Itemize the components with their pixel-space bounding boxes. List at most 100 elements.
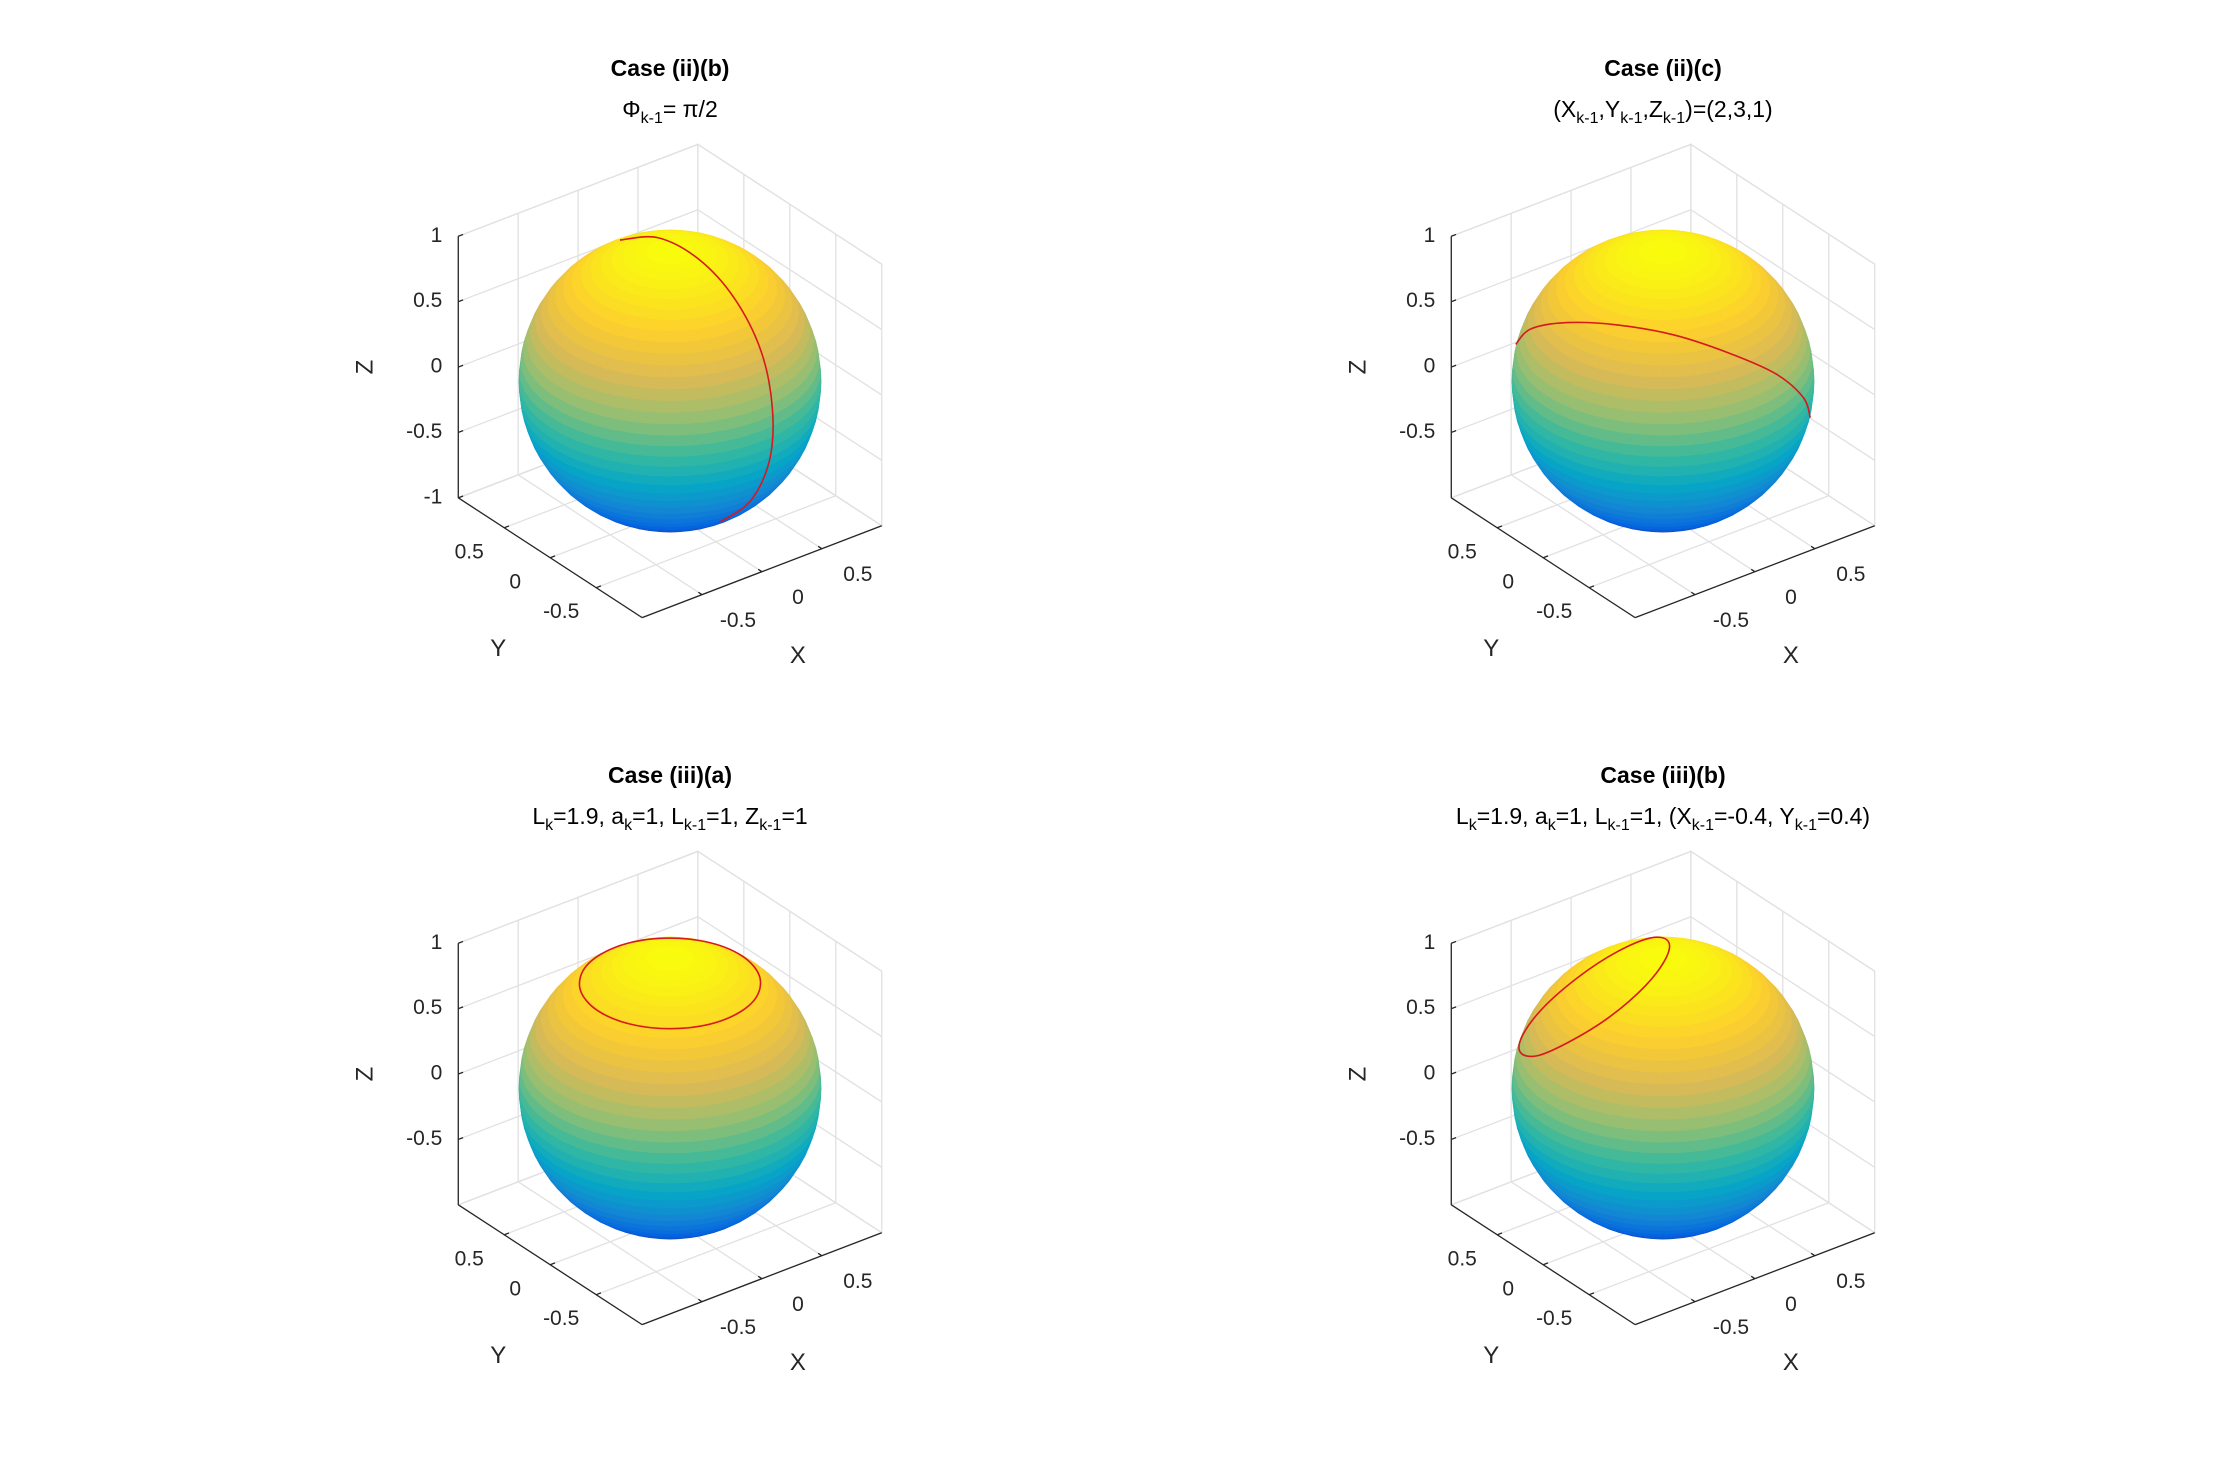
sphere-face bbox=[1626, 1093, 1646, 1108]
grid-line bbox=[458, 209, 699, 303]
tick-mark bbox=[1810, 545, 1816, 550]
y-tick-label: 0.5 bbox=[1448, 1247, 1477, 1270]
sphere-face bbox=[669, 953, 682, 958]
grid-line bbox=[697, 850, 883, 972]
sphere-face bbox=[669, 1141, 691, 1154]
sphere bbox=[1511, 936, 1815, 1240]
sphere-face bbox=[1643, 411, 1664, 425]
subplot: Case (iii)(b)Lk=1.9, ak=1, Lk-1=1, (Xk-1… bbox=[1345, 762, 1877, 1376]
sphere-face bbox=[1662, 1213, 1682, 1222]
subtitle-text: =1, (X bbox=[1630, 803, 1692, 829]
tick-mark bbox=[595, 1292, 602, 1296]
grid-line bbox=[1451, 850, 1692, 944]
sphere-face bbox=[1662, 1005, 1674, 1017]
sphere-face bbox=[652, 1071, 671, 1085]
tick-mark bbox=[1451, 364, 1457, 368]
sphere-face bbox=[683, 1046, 701, 1061]
sphere-face bbox=[684, 351, 703, 366]
sphere-face bbox=[669, 352, 687, 366]
tick-mark bbox=[458, 299, 464, 303]
z-axis-label: Z bbox=[352, 1067, 379, 1082]
sphere-face bbox=[1643, 492, 1664, 502]
sphere-face bbox=[1677, 351, 1696, 366]
x-axis-label: X bbox=[1783, 1349, 1799, 1376]
sphere-face bbox=[650, 1118, 671, 1132]
sphere bbox=[518, 229, 822, 533]
subtitle-text: =1.9, a bbox=[1477, 803, 1548, 829]
tick-mark bbox=[458, 495, 464, 499]
sphere-face bbox=[669, 506, 689, 515]
sphere-face bbox=[653, 1059, 671, 1073]
subtitle-text: =1 bbox=[781, 803, 807, 829]
sphere-face bbox=[1642, 1172, 1664, 1184]
sphere-face bbox=[1627, 374, 1647, 389]
tick-mark bbox=[1588, 1292, 1595, 1296]
sphere-face bbox=[641, 1035, 658, 1049]
chart-subtitle: Lk=1.9, ak=1, Lk-1=1, (Xk-1=-0.4, Yk-1=0… bbox=[1456, 803, 1870, 834]
sphere-face bbox=[1680, 397, 1701, 413]
sphere-face bbox=[650, 399, 671, 413]
sphere-face bbox=[669, 1219, 688, 1227]
y-axis-label: Y bbox=[490, 1342, 506, 1369]
tick-mark bbox=[1451, 1006, 1457, 1010]
x-tick-label: 0.5 bbox=[843, 563, 872, 586]
sphere-face bbox=[669, 455, 691, 467]
sphere-face bbox=[1662, 399, 1683, 413]
sphere-face bbox=[1662, 1015, 1676, 1027]
z-tick-label: 0.5 bbox=[413, 996, 442, 1019]
sphere-face bbox=[654, 1048, 671, 1061]
grid-line bbox=[1451, 209, 1692, 303]
z-tick-label: 1 bbox=[431, 224, 443, 247]
sphere-face bbox=[1662, 455, 1684, 467]
subtitle-text: =1, L bbox=[632, 803, 684, 829]
sphere-face bbox=[1662, 506, 1682, 515]
subtitle-subscript: k-1 bbox=[1795, 817, 1817, 834]
x-tick-label: 0.5 bbox=[843, 1270, 872, 1293]
z-tick-label: 0.5 bbox=[1406, 996, 1435, 1019]
subtitle-subscript: k-1 bbox=[1620, 110, 1642, 127]
sphere-face bbox=[1645, 1219, 1664, 1227]
chart-title: Case (ii)(b) bbox=[611, 55, 730, 81]
sphere-face bbox=[1645, 1071, 1664, 1085]
sphere-face bbox=[657, 308, 671, 320]
sphere-face bbox=[652, 512, 671, 520]
sphere-face bbox=[632, 1104, 653, 1120]
tick-mark bbox=[1497, 1232, 1503, 1236]
sphere-face bbox=[1630, 1058, 1649, 1073]
subtitle-subscript: k-1 bbox=[759, 817, 781, 834]
subplot: Case (iii)(a)Lk=1.9, ak=1, Lk-1=1, Zk-1=… bbox=[352, 762, 884, 1376]
sphere-face bbox=[659, 1005, 671, 1017]
chart-subtitle: Φk-1= π/2 bbox=[622, 96, 717, 127]
sphere-face bbox=[1681, 409, 1702, 424]
sphere-face bbox=[686, 1081, 706, 1096]
subtitle-subscript: k bbox=[545, 817, 554, 834]
sphere-face bbox=[1645, 1083, 1664, 1097]
sphere-face bbox=[669, 1005, 681, 1017]
sphere-face bbox=[669, 474, 690, 486]
grid-line bbox=[1451, 143, 1692, 237]
sphere-face bbox=[669, 298, 681, 310]
sphere-face bbox=[669, 1083, 688, 1097]
tick-mark bbox=[757, 568, 763, 573]
z-axis-label: Z bbox=[1345, 1067, 1372, 1082]
sphere-face bbox=[669, 1181, 690, 1193]
x-tick-label: 0 bbox=[1785, 586, 1797, 609]
y-tick-label: 0 bbox=[1502, 570, 1514, 593]
z-tick-label: -0.5 bbox=[406, 420, 442, 443]
sphere-face bbox=[1678, 362, 1697, 377]
sphere-face bbox=[1662, 364, 1681, 378]
sphere-face bbox=[1639, 307, 1654, 320]
sphere-face bbox=[631, 1116, 652, 1131]
sphere-face bbox=[1642, 434, 1664, 447]
sphere-face bbox=[649, 444, 671, 457]
sphere-face bbox=[1662, 1162, 1684, 1174]
sphere-face bbox=[633, 386, 653, 401]
z-tick-label: 0.5 bbox=[413, 289, 442, 312]
sphere-face bbox=[1662, 1059, 1680, 1073]
sphere-face bbox=[1662, 1141, 1684, 1154]
tick-mark bbox=[1451, 430, 1457, 434]
subtitle-subscript: k bbox=[624, 817, 633, 834]
sphere-face bbox=[1653, 288, 1664, 300]
tick-mark bbox=[1542, 1262, 1549, 1266]
sphere-face bbox=[1642, 444, 1664, 457]
